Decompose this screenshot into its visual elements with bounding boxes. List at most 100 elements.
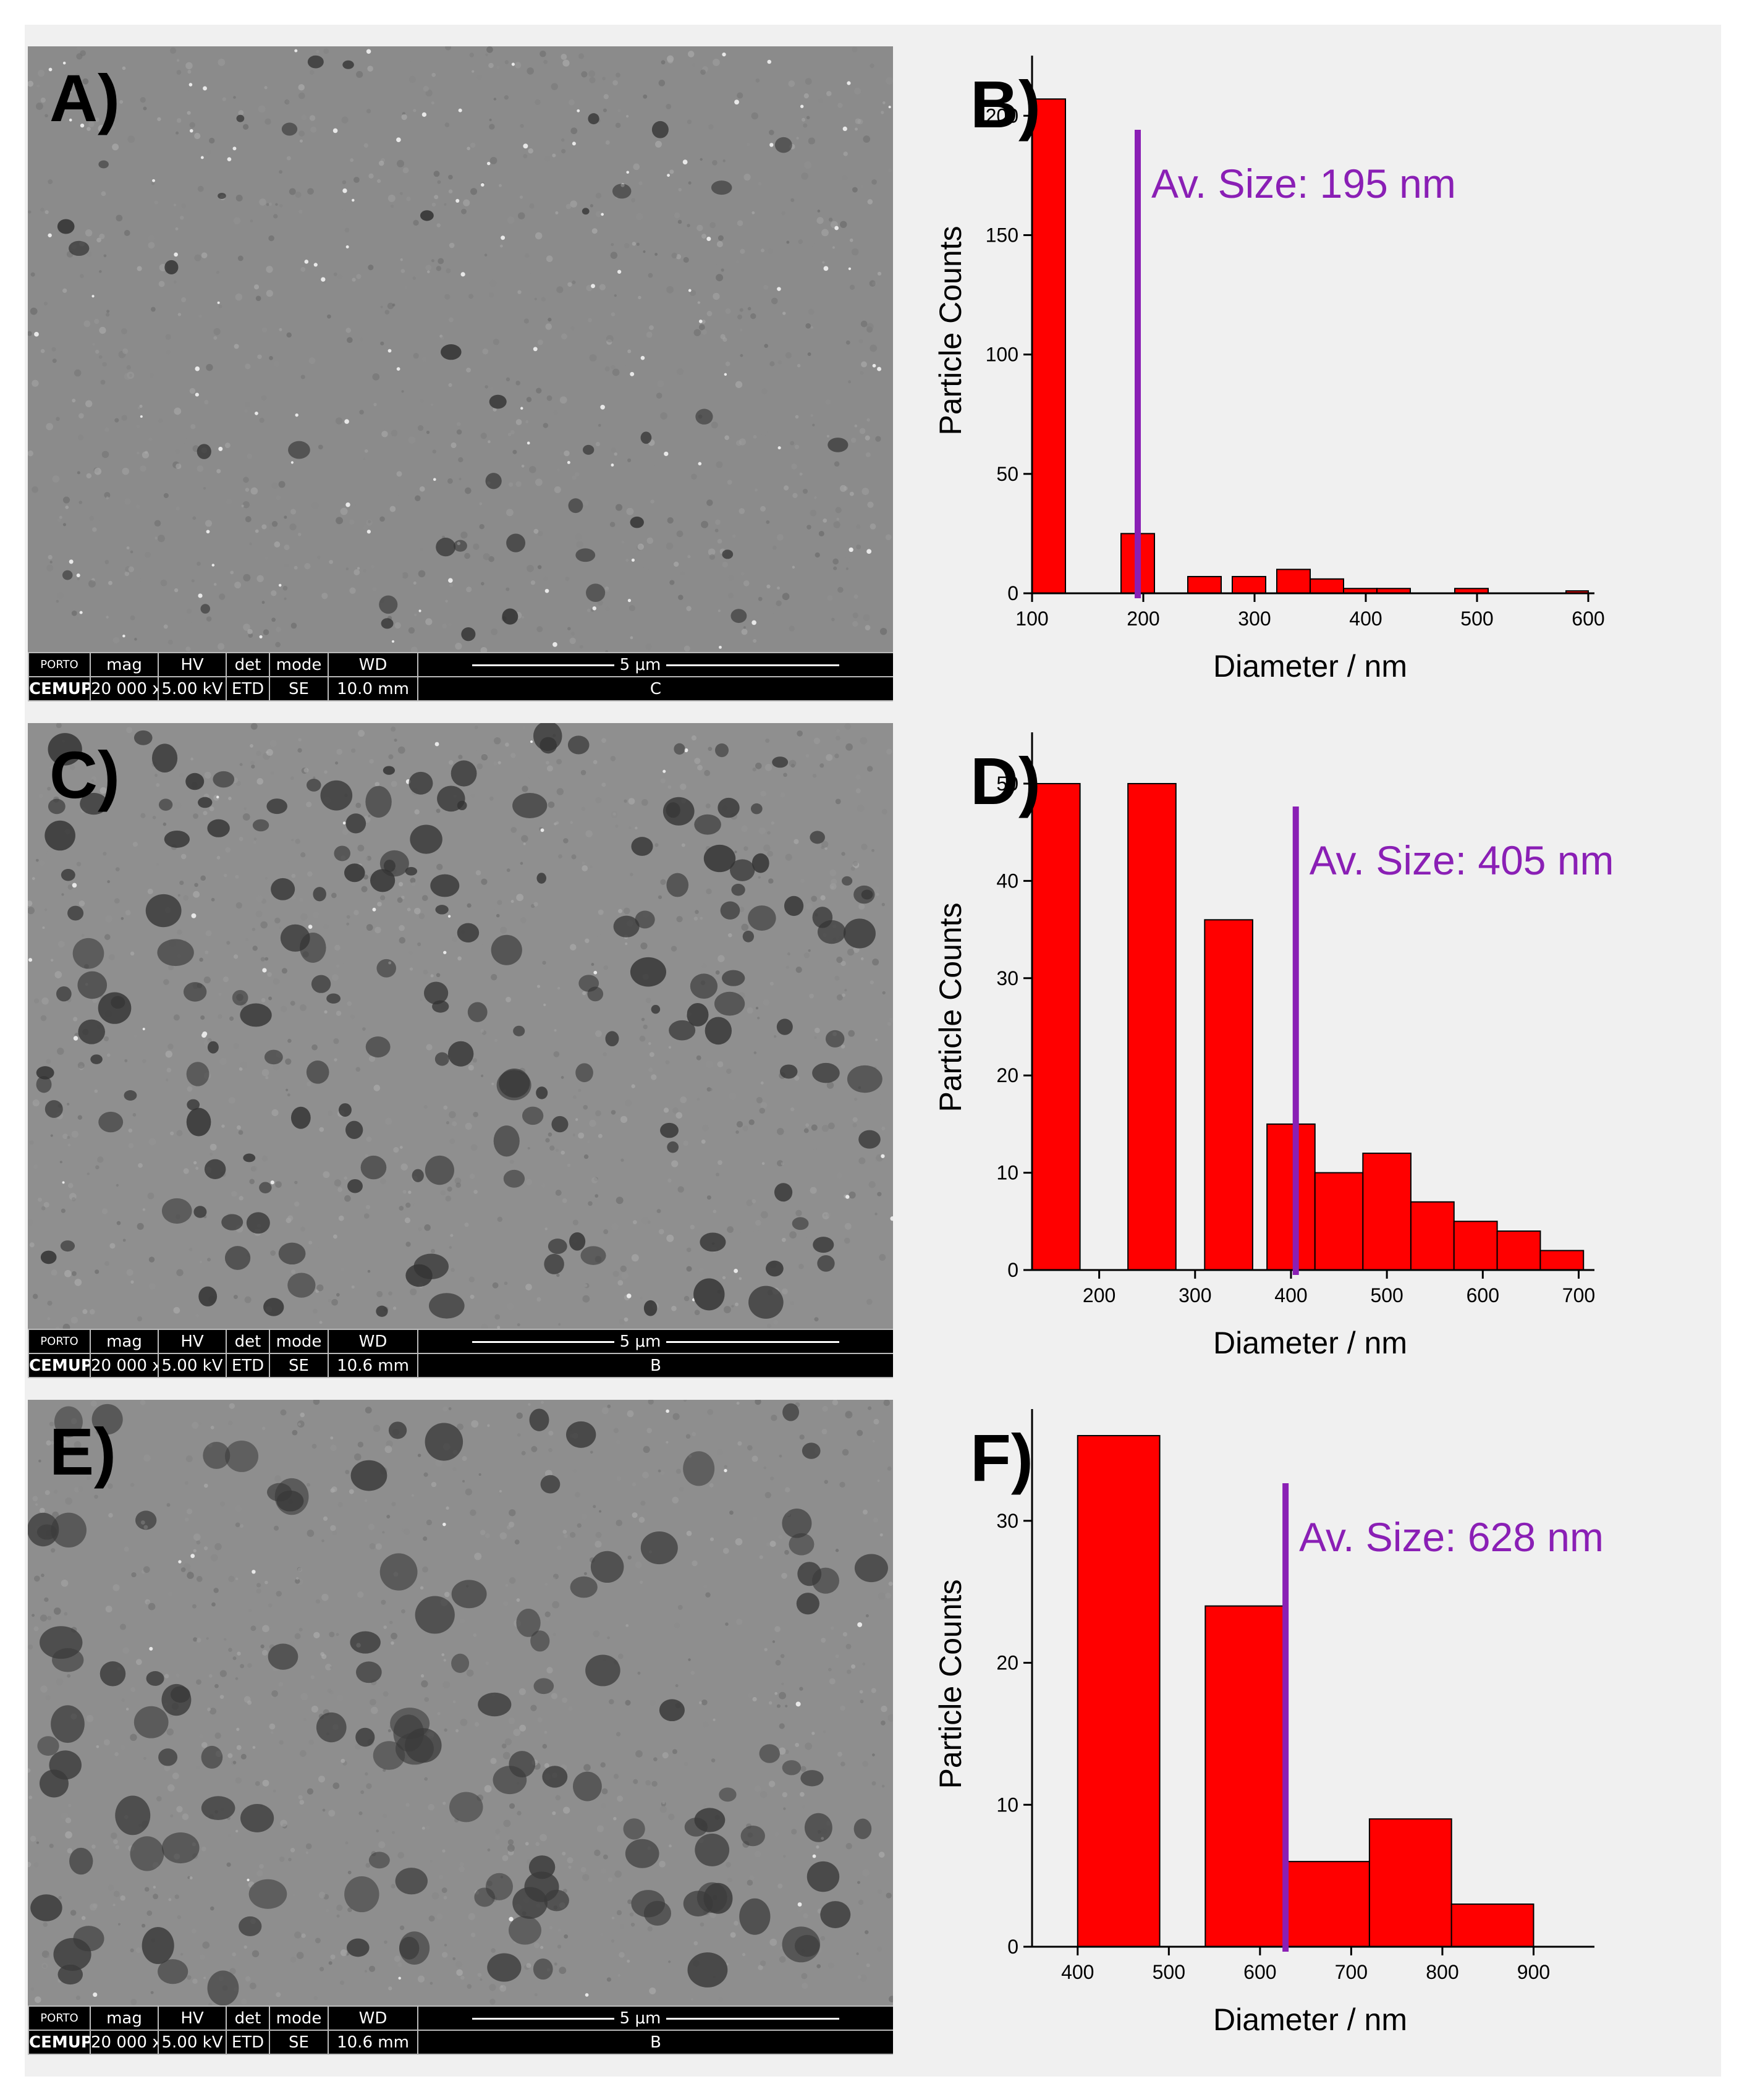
micrograph-grain: [625, 942, 628, 946]
micrograph-grain: [353, 177, 360, 183]
micrograph-particle: [660, 1122, 679, 1138]
micrograph-grain: [889, 1996, 893, 2003]
micrograph-grain: [187, 1572, 194, 1579]
micrograph-grain: [156, 783, 160, 787]
micrograph-particle: [693, 1278, 725, 1311]
micrograph-grain: [52, 1511, 59, 1518]
micrograph-grain: [528, 1403, 531, 1406]
micrograph-particle: [750, 803, 763, 815]
micrograph-particle: [77, 971, 108, 999]
micrograph-bright-spot: [724, 1468, 727, 1473]
micrograph-particle: [513, 1025, 525, 1036]
micrograph-grain: [638, 295, 641, 300]
micrograph-grain: [761, 388, 768, 394]
micrograph-grain: [256, 575, 264, 582]
micrograph-grain: [249, 1179, 255, 1185]
micrograph-particle: [36, 1076, 52, 1093]
micrograph-particle: [326, 993, 341, 1004]
micrograph-grain: [355, 1743, 361, 1750]
micrograph-grain: [647, 1926, 653, 1932]
micrograph-particle: [198, 1286, 218, 1306]
x-tick-label: 100: [1015, 608, 1048, 630]
micrograph-particle: [570, 1576, 598, 1598]
micrograph-grain: [379, 516, 385, 522]
micrograph-grain: [527, 67, 534, 75]
micrograph-particle: [425, 1423, 464, 1461]
micrograph-grain: [688, 181, 692, 185]
micrograph-grain: [44, 210, 49, 214]
micrograph-grain: [470, 142, 476, 148]
micrograph-grain: [452, 1957, 456, 1960]
micrograph-grain: [643, 1446, 650, 1453]
micrograph-grain: [452, 1700, 456, 1703]
micrograph-grain: [444, 294, 451, 300]
micrograph-grain: [173, 203, 177, 206]
micrograph-grain: [219, 593, 226, 600]
scale-bar: 5 μm: [417, 652, 893, 677]
micrograph-grain: [71, 610, 77, 616]
micrograph-grain: [329, 1690, 334, 1695]
micrograph-grain: [769, 981, 774, 986]
micrograph-grain: [481, 878, 488, 885]
micrograph-grain: [743, 174, 751, 181]
micrograph-bright-spot: [866, 549, 872, 554]
micrograph-grain: [345, 1841, 349, 1845]
micrograph-grain: [525, 253, 530, 258]
micrograph-particle: [730, 859, 755, 881]
micrograph-grain: [273, 978, 280, 985]
micrograph-particle: [828, 438, 849, 452]
micrograph-grain: [544, 1616, 551, 1622]
micrograph-grain: [388, 1291, 392, 1296]
micrograph-grain: [243, 807, 247, 810]
micrograph-particle: [213, 771, 235, 788]
micrograph-grain: [155, 536, 158, 540]
micrograph-bright-spot: [149, 1646, 153, 1651]
micrograph-grain: [441, 1952, 448, 1958]
micrograph-grain: [237, 1651, 241, 1656]
micrograph-grain: [736, 260, 739, 263]
micrograph-grain: [760, 1211, 768, 1219]
micrograph-grain: [168, 1898, 172, 1902]
micrograph-bright-spot: [198, 593, 203, 598]
sem-databar: PORTO mag HV det mode WD 5 μm CEMUP 20 0…: [28, 652, 893, 701]
micrograph-grain: [677, 1604, 683, 1610]
micrograph-particle: [379, 850, 409, 877]
micrograph-bright-spot: [684, 748, 688, 753]
micrograph-particle: [161, 1832, 200, 1864]
micrograph-grain: [470, 1144, 478, 1151]
micrograph-particle: [185, 773, 205, 790]
micrograph-grain: [633, 163, 640, 171]
micrograph-bright-spot: [724, 373, 727, 376]
micrograph-grain: [376, 1291, 383, 1298]
micrograph-particle: [158, 1748, 178, 1766]
micrograph-grain: [582, 1295, 590, 1303]
micrograph-particle: [530, 1630, 550, 1652]
micrograph-grain: [448, 622, 452, 626]
micrograph-grain: [175, 227, 179, 231]
micrograph-grain: [43, 302, 48, 306]
micrograph-grain: [330, 1525, 336, 1531]
micrograph-grain: [370, 1706, 378, 1714]
micrograph-bright-spot: [688, 289, 692, 292]
micrograph-grain: [126, 727, 133, 734]
micrograph-particle: [98, 1111, 124, 1133]
micrograph-grain: [294, 1931, 302, 1939]
micrograph-grain: [527, 564, 534, 572]
micrograph-particle: [551, 1116, 569, 1133]
micrograph-grain: [506, 377, 510, 382]
micrograph-grain: [536, 626, 543, 633]
micrograph-grain: [411, 882, 416, 886]
micrograph-grain: [548, 318, 552, 322]
micrograph-grain: [452, 936, 458, 942]
micrograph-grain: [797, 1905, 803, 1912]
micrograph-grain: [572, 1133, 576, 1137]
micrograph-grain: [203, 1976, 206, 1979]
micrograph-grain: [845, 743, 853, 751]
micrograph-grain: [175, 449, 180, 454]
micrograph-grain: [672, 1749, 677, 1755]
micrograph-grain: [477, 944, 485, 951]
micrograph-grain: [365, 1407, 372, 1414]
micrograph-grain: [857, 804, 865, 812]
micrograph-grain: [74, 369, 82, 377]
micrograph-grain: [700, 69, 706, 75]
